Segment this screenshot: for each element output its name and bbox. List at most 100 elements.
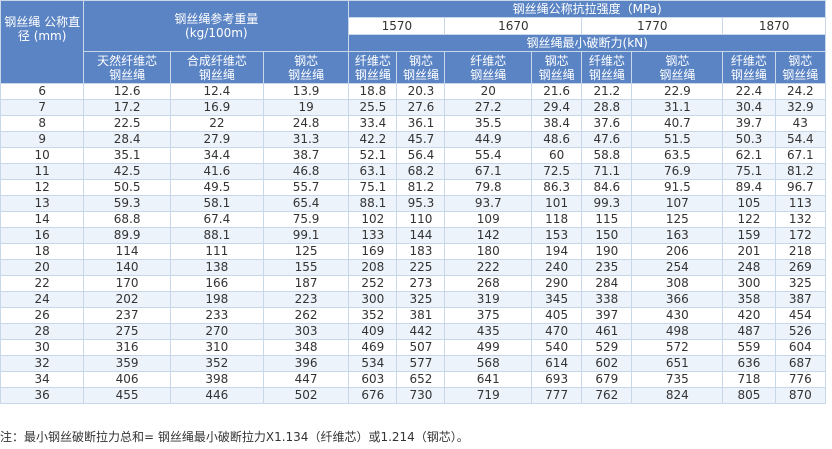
table-row: 12 50.5 49.5 55.7 75.1 81.2 79.8 86.3 84.6 91.5 89… (0, 179, 827, 196)
table-row: 34 406 398 447 603 652 641 693 679 735 718 776 (0, 371, 827, 388)
value-cell: 59.3 (83, 195, 171, 212)
value-cell: 499 (444, 339, 533, 356)
value-cell: 719 (444, 387, 533, 404)
table-row: 8 22.5 22 24.8 33.4 36.1 35.5 38.4 37.6 40.7 39.7 4… (0, 115, 827, 132)
diameter-cell: 26 (0, 307, 85, 324)
table-row: 14 68.8 67.4 75.9 102 110 109 118 115 125 122 132 (0, 211, 827, 228)
value-cell: 68.8 (83, 211, 171, 228)
value-cell: 652 (396, 371, 446, 388)
value-cell: 405 (531, 307, 583, 324)
value-cell: 48.6 (531, 131, 583, 148)
value-cell: 81.2 (774, 163, 827, 180)
value-cell: 42.5 (83, 163, 171, 180)
value-cell: 52.1 (348, 147, 398, 164)
value-cell: 67.4 (169, 211, 264, 228)
value-cell: 132 (774, 211, 827, 228)
value-cell: 268 (444, 275, 533, 292)
value-cell: 65.4 (262, 195, 350, 212)
table-row: 9 28.4 27.9 31.3 42.2 45.7 44.9 48.6 47.6 51.5 50.… (0, 131, 827, 148)
break-force-header: 钢丝绳最小破断力(kN) (348, 34, 826, 52)
value-cell: 12.4 (169, 83, 264, 100)
value-cell: 99.3 (581, 195, 633, 212)
value-cell: 366 (631, 291, 724, 308)
value-cell: 22.4 (722, 83, 776, 100)
value-cell: 776 (774, 371, 827, 388)
value-cell: 42.2 (348, 131, 398, 148)
value-cell: 375 (444, 307, 533, 324)
value-cell: 38.4 (531, 115, 583, 132)
value-cell: 102 (348, 211, 398, 228)
value-cell: 222 (444, 259, 533, 276)
diameter-header: 钢丝绳 公称直径 (mm) (0, 0, 85, 84)
value-cell: 300 (722, 275, 776, 292)
value-cell: 252 (348, 275, 398, 292)
value-cell: 163 (631, 227, 724, 244)
strength-1770: 1770 (581, 17, 724, 35)
value-cell: 233 (169, 307, 264, 324)
value-cell: 16.9 (169, 99, 264, 116)
value-cell: 397 (581, 307, 633, 324)
value-cell: 577 (396, 355, 446, 372)
diameter-cell: 12 (0, 179, 85, 196)
table-row: 28 275 270 303 409 442 435 470 461 498 487 526 (0, 323, 827, 340)
value-cell: 325 (774, 275, 827, 292)
force-col-header: 钢芯 钢丝绳 (396, 51, 446, 84)
weight-group-header: 钢丝绳参考重量 (kg/100m) (83, 0, 350, 52)
value-cell: 13.9 (262, 83, 350, 100)
value-cell: 447 (262, 371, 350, 388)
value-cell: 316 (83, 339, 171, 356)
value-cell: 187 (262, 275, 350, 292)
value-cell: 111 (169, 243, 264, 260)
value-cell: 34.4 (169, 147, 264, 164)
value-cell: 41.6 (169, 163, 264, 180)
value-cell: 409 (348, 323, 398, 340)
value-cell: 37.6 (581, 115, 633, 132)
value-cell: 12.6 (83, 83, 171, 100)
diameter-cell: 7 (0, 99, 85, 116)
value-cell: 133 (348, 227, 398, 244)
value-cell: 762 (581, 387, 633, 404)
value-cell: 202 (83, 291, 171, 308)
value-cell: 31.3 (262, 131, 350, 148)
value-cell: 17.2 (83, 99, 171, 116)
value-cell: 159 (722, 227, 776, 244)
value-cell: 28.8 (581, 99, 633, 116)
value-cell: 572 (631, 339, 724, 356)
value-cell: 107 (631, 195, 724, 212)
value-cell: 308 (631, 275, 724, 292)
value-cell: 319 (444, 291, 533, 308)
value-cell: 114 (83, 243, 171, 260)
value-cell: 254 (631, 259, 724, 276)
table-row: 10 35.1 34.4 38.7 52.1 56.4 55.4 60 58.8 63.5 62.1… (0, 147, 827, 164)
footnote: 注：最小钢丝破断拉力总和= 钢丝绳最小破断拉力X1.134（纤维芯）或1.214… (0, 430, 469, 444)
value-cell: 51.5 (631, 131, 724, 148)
value-cell: 603 (348, 371, 398, 388)
value-cell: 735 (631, 371, 724, 388)
force-col-header: 纤维芯 钢丝绳 (581, 51, 633, 84)
value-cell: 150 (581, 227, 633, 244)
value-cell: 95.3 (396, 195, 446, 212)
value-cell: 604 (774, 339, 827, 356)
value-cell: 636 (722, 355, 776, 372)
value-cell: 208 (348, 259, 398, 276)
table-row: 24 202 198 223 300 325 319 345 338 366 358 387 (0, 291, 827, 308)
value-cell: 49.5 (169, 179, 264, 196)
table-row: 13 59.3 58.1 65.4 88.1 95.3 93.7 101 99.3 107 105 1… (0, 195, 827, 212)
value-cell: 540 (531, 339, 583, 356)
value-cell: 206 (631, 243, 724, 260)
value-cell: 22 (169, 115, 264, 132)
value-cell: 140 (83, 259, 171, 276)
value-cell: 396 (262, 355, 350, 372)
value-cell: 172 (774, 227, 827, 244)
table-row: 26 237 233 262 352 381 375 405 397 430 420 454 (0, 307, 827, 324)
value-cell: 45.7 (396, 131, 446, 148)
value-cell: 235 (581, 259, 633, 276)
value-cell: 39.7 (722, 115, 776, 132)
value-cell: 81.2 (396, 179, 446, 196)
value-cell: 86.3 (531, 179, 583, 196)
value-cell: 40.7 (631, 115, 724, 132)
value-cell: 420 (722, 307, 776, 324)
value-cell: 352 (348, 307, 398, 324)
diameter-cell: 32 (0, 355, 85, 372)
